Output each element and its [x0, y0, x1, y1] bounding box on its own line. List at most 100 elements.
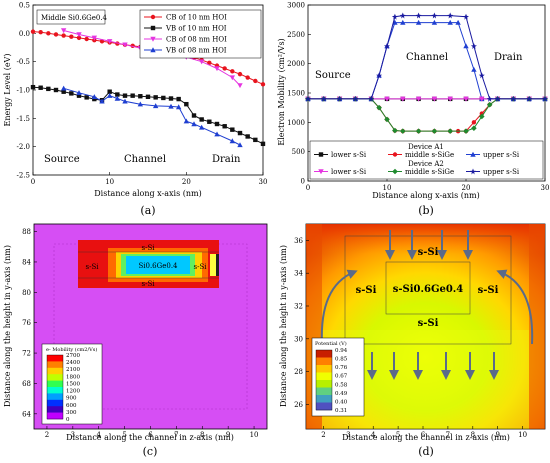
- x-tick-label: 4: [96, 431, 101, 439]
- y-tick-label: 88: [22, 228, 31, 236]
- data-point: [84, 36, 89, 42]
- panel-b-ylabel: Electron Mobility (cm²/Vs): [277, 38, 286, 145]
- data-point: [260, 141, 266, 147]
- colorbar-tick-label: 1500: [66, 381, 80, 387]
- data-point: [447, 96, 453, 102]
- colorbar-tick-label: 2700: [66, 353, 80, 359]
- data-point: [91, 94, 98, 99]
- y-tick-label: 28: [294, 368, 303, 376]
- data-point: [479, 96, 485, 102]
- data-point: [137, 101, 144, 107]
- panel-c-label-right: s-Si: [194, 263, 208, 271]
- x-tick-label: 5: [396, 431, 400, 439]
- panel-c-ticks: 2 3 4 5 6 7 8 9 10 88 84 80 76 72 68 64: [22, 228, 258, 439]
- data-point: [122, 93, 128, 98]
- legend-swatch-marker: [470, 151, 476, 157]
- colorbar-swatch: [316, 380, 332, 388]
- y-tick-label: 30: [294, 335, 303, 343]
- data-point: [198, 124, 205, 130]
- colorbar-swatch: [47, 406, 63, 413]
- y-tick-label: 1000: [287, 119, 305, 127]
- colorbar-swatch: [47, 374, 63, 381]
- data-point: [237, 142, 243, 148]
- colorbar-tick-label: 1200: [66, 389, 80, 395]
- data-point: [384, 116, 390, 123]
- x-tick-label: 20: [462, 184, 471, 192]
- data-point: [53, 87, 59, 93]
- data-point: [76, 35, 82, 41]
- panel-a-title-box: [36, 9, 106, 25]
- data-point: [471, 125, 477, 131]
- data-point: [229, 138, 236, 144]
- x-tick-label: 9: [226, 431, 230, 439]
- data-point: [114, 95, 121, 101]
- panel-b-legend-box: [309, 140, 544, 180]
- panel-d-center-label: s-Si0.6Ge0.4: [393, 284, 464, 295]
- caption-a: (a): [140, 204, 155, 217]
- data-point: [175, 104, 182, 110]
- panel-b-legend-group-2: Device A2: [408, 160, 444, 168]
- data-point: [376, 72, 383, 79]
- y-tick-label: 68: [22, 380, 31, 388]
- data-point: [84, 95, 89, 100]
- data-point: [352, 95, 359, 102]
- panel-a-region-drain: Drain: [212, 154, 241, 165]
- data-point: [198, 59, 205, 65]
- x-tick-label: 2: [45, 431, 49, 439]
- data-point: [145, 94, 151, 99]
- panel-d-label-top: s-Si: [418, 247, 439, 258]
- data-point: [320, 95, 327, 102]
- panel-b-xlabel: Distance along x-axis (nm): [372, 191, 479, 200]
- caption-b: (b): [418, 204, 434, 217]
- y-tick-label: 0.0: [19, 30, 30, 38]
- colorbar-swatch: [47, 387, 63, 394]
- data-point: [76, 90, 82, 96]
- panel-d: s-Si s-Si s-Si s-Si s-Si0.6Ge0.4 Potenti…: [279, 223, 546, 458]
- x-tick-label: 8: [471, 431, 475, 439]
- panel-c-xlabel: Distance along the channel in z-axis (nm…: [66, 433, 234, 442]
- panel-c-colorbar-title: e- Mobility (cm2/Vs): [46, 346, 97, 353]
- colorbar-tick-label: 0.76: [335, 365, 348, 371]
- data-point: [447, 128, 453, 134]
- panel-b-legend-group-1: Device A1: [408, 143, 444, 151]
- panel-b-series: [305, 12, 548, 134]
- colorbar-swatch: [316, 395, 332, 403]
- colorbar-swatch: [47, 355, 63, 362]
- data-point: [336, 95, 343, 102]
- y-tick-label: 26: [294, 401, 303, 409]
- legend-swatch-marker: [150, 25, 156, 31]
- colorbar-tick-label: 0: [66, 417, 70, 423]
- data-point: [486, 95, 493, 102]
- data-point: [168, 96, 174, 101]
- panel-a-ylabel: Energy Level (eV): [3, 54, 12, 127]
- y-tick-label: -2.5: [17, 172, 31, 180]
- data-point: [415, 19, 422, 25]
- data-point: [447, 19, 453, 25]
- data-point: [494, 95, 501, 102]
- colorbar-swatch: [316, 387, 332, 396]
- panel-b-legend: lower s-Si middle s-SiGe upper s-Si lower s…: [314, 151, 520, 176]
- x-tick-label: 3: [346, 431, 350, 439]
- colorbar-outline: [315, 349, 333, 411]
- x-tick-label: 6: [148, 431, 153, 439]
- data-point: [415, 12, 422, 19]
- data-point: [229, 75, 236, 81]
- data-point: [115, 92, 120, 97]
- y-tick-label: 3000: [287, 2, 305, 10]
- panel-d-label-right: s-Si: [478, 285, 499, 296]
- legend-entry: middle s-SiGe: [405, 168, 454, 176]
- panel-a-region-source: Source: [44, 154, 80, 165]
- panel-c-label-top: s-Si: [142, 244, 156, 252]
- panel-c: s-Si s-Si s-Si s-Si Si0.6Ge0.4 e- Mobili…: [3, 223, 268, 458]
- legend-entry: CB of 08 nm HOI: [166, 36, 227, 44]
- data-point: [431, 19, 438, 25]
- data-point: [91, 35, 98, 41]
- data-point: [237, 130, 243, 136]
- data-point: [384, 96, 390, 102]
- colorbar-tick-label: 0.49: [335, 391, 348, 397]
- colorbar-tick-label: 0.67: [335, 374, 348, 380]
- data-point: [463, 96, 469, 102]
- y-tick-label: 72: [22, 350, 31, 358]
- y-tick-label: 500: [292, 148, 305, 156]
